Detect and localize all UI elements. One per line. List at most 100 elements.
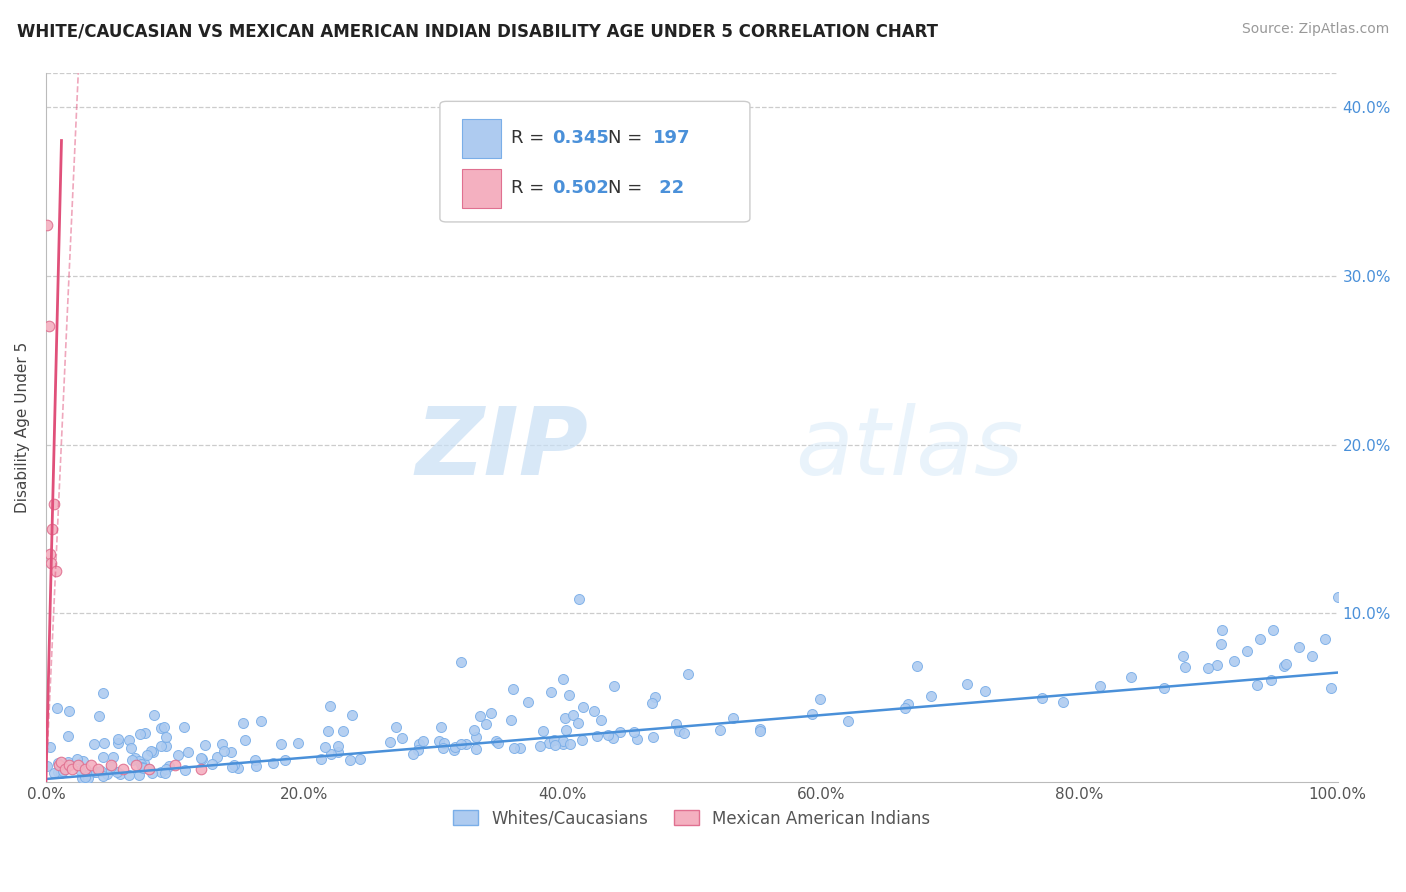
Point bbox=[132, 756, 155, 771]
Point bbox=[52, 764, 75, 778]
Point bbox=[465, 742, 488, 756]
Point bbox=[406, 743, 429, 757]
Point bbox=[1171, 648, 1194, 663]
Point bbox=[270, 737, 292, 751]
Point bbox=[80, 758, 103, 772]
Point bbox=[134, 726, 156, 740]
Point bbox=[83, 737, 105, 751]
Text: atlas: atlas bbox=[796, 403, 1024, 494]
Point bbox=[56, 729, 79, 743]
Point bbox=[568, 592, 591, 607]
Point bbox=[339, 753, 361, 767]
Point bbox=[837, 714, 859, 728]
Text: Source: ZipAtlas.com: Source: ZipAtlas.com bbox=[1241, 22, 1389, 37]
Point bbox=[1052, 695, 1074, 709]
Point bbox=[226, 761, 249, 775]
Point bbox=[76, 768, 98, 782]
Point bbox=[1313, 632, 1336, 646]
Point bbox=[1205, 657, 1227, 672]
Point bbox=[749, 722, 772, 736]
Point bbox=[1173, 660, 1195, 674]
Point bbox=[499, 713, 522, 727]
Point bbox=[166, 748, 188, 763]
Point bbox=[665, 717, 688, 731]
FancyBboxPatch shape bbox=[463, 169, 501, 208]
Point bbox=[53, 762, 76, 776]
Point bbox=[138, 762, 160, 776]
Point bbox=[905, 659, 928, 673]
Point bbox=[274, 753, 297, 767]
Point bbox=[56, 756, 79, 770]
Point bbox=[626, 731, 648, 746]
Point bbox=[245, 759, 267, 773]
Point bbox=[603, 679, 626, 693]
Point bbox=[328, 745, 350, 759]
Point bbox=[96, 767, 118, 781]
Point bbox=[408, 737, 430, 751]
Point bbox=[128, 754, 150, 768]
Point bbox=[432, 741, 454, 756]
Point bbox=[1301, 648, 1323, 663]
Point bbox=[1326, 590, 1348, 604]
Point bbox=[219, 745, 242, 759]
Text: ZIP: ZIP bbox=[416, 403, 589, 495]
Point bbox=[378, 735, 401, 749]
Point bbox=[427, 734, 450, 748]
Point bbox=[117, 732, 139, 747]
Point bbox=[468, 708, 491, 723]
Point bbox=[38, 547, 60, 561]
Point bbox=[155, 731, 177, 745]
FancyBboxPatch shape bbox=[463, 120, 501, 158]
Point bbox=[49, 766, 72, 780]
Point bbox=[553, 733, 575, 747]
Point bbox=[91, 769, 114, 783]
Point bbox=[444, 739, 467, 754]
Point bbox=[221, 760, 243, 774]
Point bbox=[90, 764, 112, 779]
Point bbox=[201, 757, 224, 772]
Point bbox=[66, 752, 89, 766]
Point bbox=[540, 685, 562, 699]
Point bbox=[46, 764, 69, 779]
Point bbox=[152, 720, 174, 734]
Point bbox=[44, 766, 66, 780]
Point bbox=[529, 739, 551, 753]
Point bbox=[709, 723, 731, 737]
Point bbox=[103, 750, 125, 764]
Point bbox=[190, 750, 212, 764]
Point bbox=[1198, 660, 1220, 674]
Point bbox=[58, 704, 80, 718]
Point bbox=[531, 723, 554, 738]
Point bbox=[1260, 673, 1282, 688]
Point bbox=[39, 556, 62, 570]
Point bbox=[139, 744, 162, 758]
Point bbox=[155, 762, 177, 776]
Point bbox=[232, 716, 254, 731]
Point bbox=[475, 717, 498, 731]
Point bbox=[135, 747, 157, 762]
Point bbox=[100, 758, 122, 772]
Point bbox=[37, 218, 59, 232]
Point bbox=[1088, 679, 1111, 693]
Point bbox=[454, 737, 477, 751]
Text: 0.502: 0.502 bbox=[553, 179, 609, 197]
Point bbox=[340, 708, 363, 723]
Point bbox=[464, 730, 486, 744]
Point bbox=[582, 704, 605, 718]
Point bbox=[897, 698, 920, 712]
Point bbox=[328, 739, 350, 754]
Point bbox=[60, 762, 83, 776]
Point bbox=[69, 764, 91, 778]
Point bbox=[591, 713, 613, 727]
Text: N =: N = bbox=[607, 179, 648, 197]
Point bbox=[391, 731, 413, 745]
Point bbox=[41, 522, 63, 536]
Point bbox=[250, 714, 273, 728]
Point bbox=[676, 667, 699, 681]
FancyBboxPatch shape bbox=[440, 102, 749, 222]
Text: R =: R = bbox=[510, 179, 550, 197]
Point bbox=[67, 758, 90, 772]
Point bbox=[73, 762, 96, 776]
Point bbox=[538, 736, 561, 750]
Text: N =: N = bbox=[607, 129, 648, 147]
